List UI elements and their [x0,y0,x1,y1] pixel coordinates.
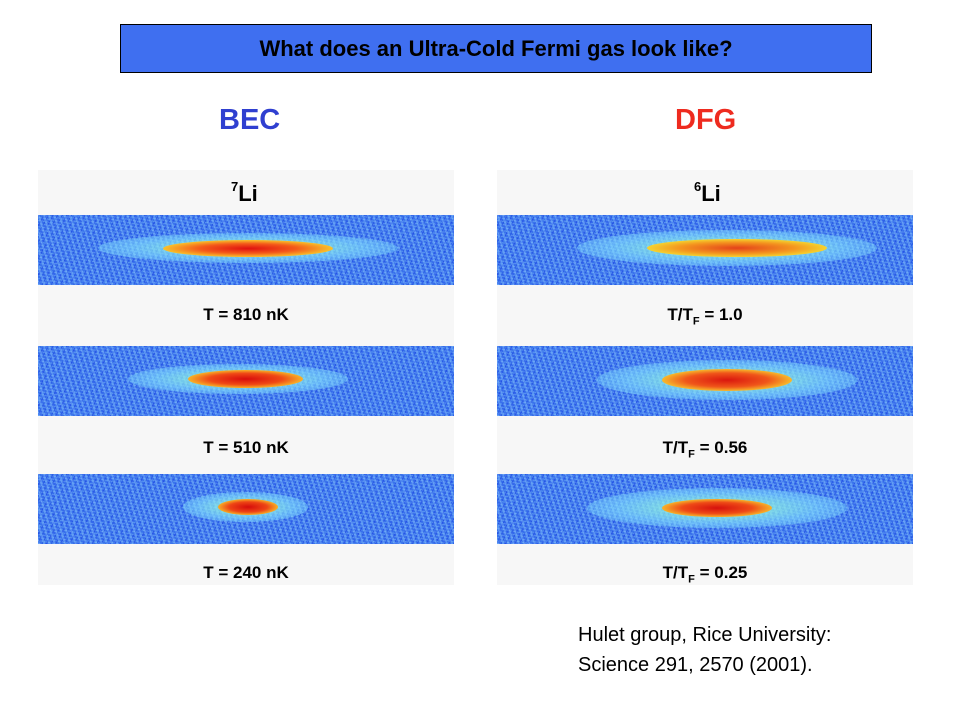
dfg-caption-3-value: = 0.25 [699,563,748,582]
bec-caption-2: T = 510 nK [203,438,289,457]
dfg-caption-3: T/TF = 0.25 [497,563,913,585]
dfg-caption-3-sub: F [688,573,695,586]
dfg-caption-1: T/TF = 1.0 [497,305,913,327]
bec-absorption-image-1 [38,215,454,285]
citation: Hulet group, Rice University: Science 29… [578,620,831,680]
title-box: What does an Ultra-Cold Fermi gas look l… [120,24,872,73]
dfg-absorption-image-2 [497,346,913,416]
bec-absorption-image-2 [38,346,454,416]
dfg-caption-2-value: = 0.56 [699,438,748,457]
citation-line-2: Science 291, 2570 (2001). [578,654,813,676]
dfg-caption-3-prefix: T/T [662,563,689,582]
dfg-caption-2-prefix: T/T [662,438,689,457]
bec-isotope-label: 7Li [231,179,258,207]
dfg-caption-1-prefix: T/T [667,305,693,324]
dfg-heading: DFG [675,104,737,136]
bec-caption-1: T = 810 nK [203,305,289,324]
slide-title: What does an Ultra-Cold Fermi gas look l… [259,35,733,61]
bec-caption-3: T = 240 nK [203,563,289,582]
dfg-absorption-image-3 [497,474,913,544]
dfg-caption-2: T/TF = 0.56 [497,438,913,460]
dfg-caption-1-sub: F [692,315,700,328]
dfg-absorption-image-1 [497,215,913,285]
dfg-isotope-label: 6Li [694,179,721,207]
dfg-caption-2-sub: F [688,448,695,461]
citation-line-1: Hulet group, Rice University: [578,624,832,646]
bec-isotope-mass: 7 [231,179,239,194]
bec-absorption-image-3 [38,474,454,544]
dfg-isotope-mass: 6 [694,179,702,194]
bec-heading: BEC [219,104,281,136]
bec-isotope-symbol: Li [238,181,258,206]
dfg-isotope-symbol: Li [701,181,721,206]
dfg-caption-1-value: = 1.0 [704,305,743,324]
